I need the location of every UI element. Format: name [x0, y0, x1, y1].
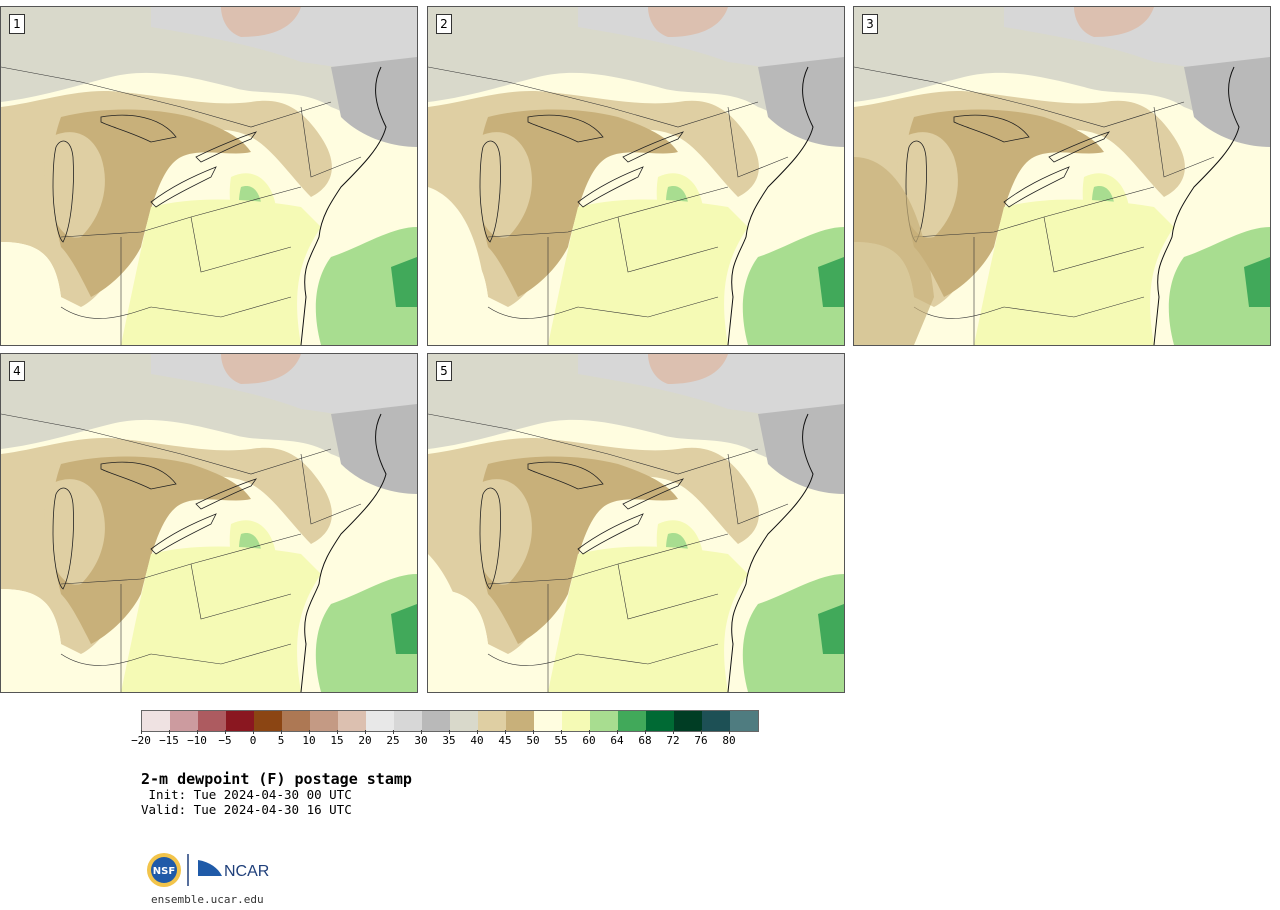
- colorbar-swatch: [730, 711, 758, 731]
- colorbar-swatch: [142, 711, 170, 731]
- colorbar-tick-label: 45: [498, 734, 512, 747]
- colorbar-swatch: [170, 711, 198, 731]
- valid-time: Valid: Tue 2024-04-30 16 UTC: [141, 802, 352, 817]
- map-panel-4[interactable]: 4: [0, 353, 418, 693]
- colorbar-tick-label: 35: [442, 734, 456, 747]
- colorbar-tick-label: 15: [330, 734, 344, 747]
- dewpoint-map-3: [854, 7, 1270, 345]
- colorbar-swatch: [310, 711, 338, 731]
- colorbar-swatch: [254, 711, 282, 731]
- colorbar-tick-mark: [729, 730, 730, 734]
- colorbar-swatch: [282, 711, 310, 731]
- init-time: Init: Tue 2024-04-30 00 UTC: [141, 787, 352, 802]
- colorbar-tick-mark: [645, 730, 646, 734]
- dewpoint-map-4: [1, 354, 417, 692]
- colorbar-tick-mark: [477, 730, 478, 734]
- colorbar-tick-mark: [253, 730, 254, 734]
- colorbar-tick-mark: [225, 730, 226, 734]
- colorbar-swatch: [226, 711, 254, 731]
- colorbar-tick-label: −5: [218, 734, 232, 747]
- colorbar-tick-label: −15: [159, 734, 179, 747]
- colorbar-tick-label: 5: [277, 734, 285, 747]
- colorbar-tick-label: 72: [666, 734, 680, 747]
- website-url[interactable]: ensemble.ucar.edu: [151, 893, 264, 906]
- colorbar-tick-label: −10: [187, 734, 207, 747]
- colorbar-tick-mark: [533, 730, 534, 734]
- colorbar-swatch: [394, 711, 422, 731]
- colorbar-tick-label: 40: [470, 734, 484, 747]
- map-panel-3[interactable]: 3: [853, 6, 1271, 346]
- colorbar-swatch: [338, 711, 366, 731]
- panel-number-label: 4: [9, 361, 25, 381]
- colorbar-tick-label: 60: [582, 734, 596, 747]
- map-panel-5[interactable]: 5: [427, 353, 845, 693]
- colorbar-tick-label: 68: [638, 734, 652, 747]
- colorbar-swatch: [618, 711, 646, 731]
- colorbar-tick-label: 10: [302, 734, 316, 747]
- panel-number-label: 2: [436, 14, 452, 34]
- colorbar-tick-label: 30: [414, 734, 428, 747]
- nsf-logo-text: NSF: [153, 866, 175, 877]
- colorbar-tick-label: 20: [358, 734, 372, 747]
- panel-number-label: 1: [9, 14, 25, 34]
- colorbar-swatch: [506, 711, 534, 731]
- colorbar-swatch: [422, 711, 450, 731]
- colorbar-tick-label: 25: [386, 734, 400, 747]
- colorbar-tick-mark: [561, 730, 562, 734]
- colorbar-swatch: [198, 711, 226, 731]
- dewpoint-map-5: [428, 354, 844, 692]
- colorbar-swatch: [674, 711, 702, 731]
- colorbar-tick-label: 0: [249, 734, 257, 747]
- dewpoint-map-2: [428, 7, 844, 345]
- colorbar-tick-mark: [197, 730, 198, 734]
- colorbar-tick-mark: [337, 730, 338, 734]
- colorbar-tick-mark: [421, 730, 422, 734]
- colorbar: [141, 710, 759, 732]
- map-panel-1[interactable]: 1: [0, 6, 418, 346]
- colorbar-tick-mark: [281, 730, 282, 734]
- panel-number-label: 5: [436, 361, 452, 381]
- colorbar-tick-mark: [141, 730, 142, 734]
- colorbar-tick-mark: [309, 730, 310, 734]
- colorbar-swatch: [366, 711, 394, 731]
- colorbar-swatch: [590, 711, 618, 731]
- colorbar-tick-label: 55: [554, 734, 568, 747]
- colorbar-tick-mark: [701, 730, 702, 734]
- colorbar-swatch: [534, 711, 562, 731]
- colorbar-tick-label: 64: [610, 734, 624, 747]
- colorbar-ticks: −20 −15 −10 −5 0 5 10 15 20 25 30 35 40 45 50 55 60 64 68 7…: [131, 734, 781, 748]
- colorbar-tick-mark: [617, 730, 618, 734]
- colorbar-tick-mark: [393, 730, 394, 734]
- colorbar-swatch: [478, 711, 506, 731]
- colorbar-tick-mark: [449, 730, 450, 734]
- colorbar-swatch: [562, 711, 590, 731]
- colorbar-tick-mark: [505, 730, 506, 734]
- map-panel-2[interactable]: 2: [427, 6, 845, 346]
- colorbar-swatch: [702, 711, 730, 731]
- chart-title: 2-m dewpoint (F) postage stamp: [141, 770, 412, 788]
- colorbar-tick-mark: [589, 730, 590, 734]
- colorbar-tick-label: 50: [526, 734, 540, 747]
- dewpoint-map-1: [1, 7, 417, 345]
- panel-number-label: 3: [862, 14, 878, 34]
- colorbar-tick-mark: [673, 730, 674, 734]
- colorbar-tick-label: 76: [694, 734, 708, 747]
- ncar-logo-text: NCAR: [224, 863, 269, 880]
- colorbar-tick-label: 80: [722, 734, 736, 747]
- colorbar-tick-label: −20: [131, 734, 151, 747]
- nsf-ncar-logo: NSF NCAR: [147, 853, 269, 887]
- colorbar-tick-mark: [365, 730, 366, 734]
- colorbar-swatch: [450, 711, 478, 731]
- colorbar-tick-mark: [169, 730, 170, 734]
- colorbar-swatch: [646, 711, 674, 731]
